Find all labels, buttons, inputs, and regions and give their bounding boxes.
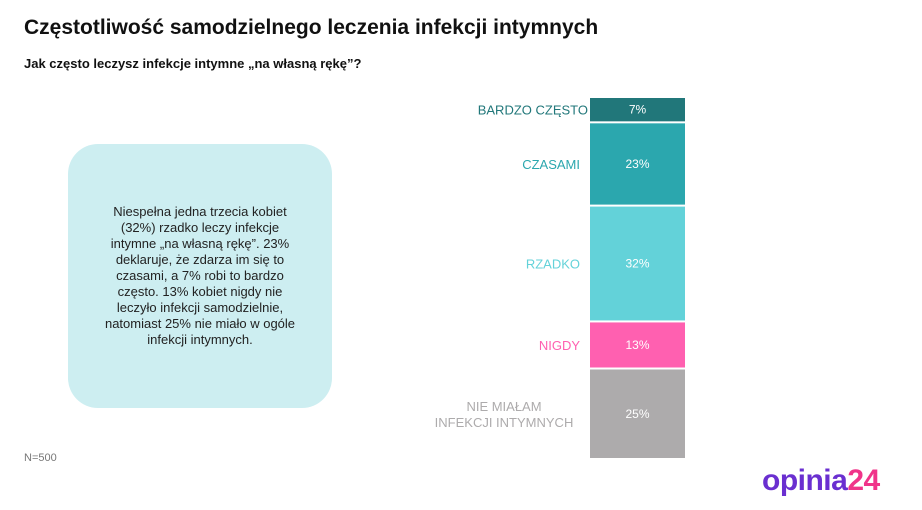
category-label: CZASAMI (522, 157, 580, 172)
data-label: 25% (625, 407, 649, 421)
category-label: NIGDY (539, 338, 581, 353)
data-label: 7% (629, 103, 647, 117)
data-label: 13% (625, 338, 649, 352)
sample-size: N=500 (24, 452, 57, 464)
chart-subtitle: Jak często leczysz infekcje intymne „na … (24, 56, 362, 71)
category-label: INFEKCJI INTYMNYCH (435, 415, 574, 430)
summary-box: Niespełna jedna trzecia kobiet (32%) rza… (68, 144, 332, 408)
category-label: NIE MIAŁAM (466, 399, 541, 414)
category-label: RZADKO (526, 257, 580, 272)
summary-text: Niespełna jedna trzecia kobiet (32%) rza… (104, 204, 296, 347)
bar-segment (590, 123, 685, 205)
bar-segment (590, 369, 685, 458)
bar-segment (590, 206, 685, 321)
page-title: Częstotliwość samodzielnego leczenia inf… (24, 16, 599, 39)
bar-segment (590, 98, 685, 122)
bar-segment (590, 322, 685, 368)
data-label: 23% (625, 157, 649, 171)
logo: opinia24 (762, 464, 880, 497)
data-label: 32% (625, 257, 649, 271)
category-label: BARDZO CZĘSTO (478, 103, 588, 118)
